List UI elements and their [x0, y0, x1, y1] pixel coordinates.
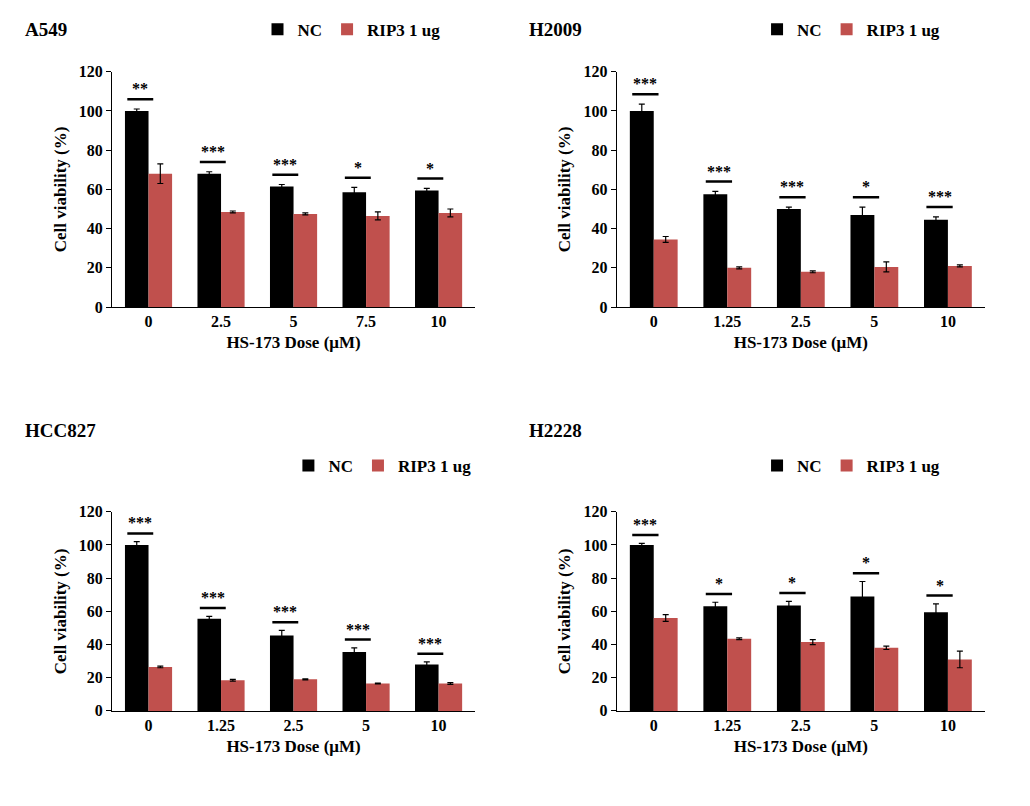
- svg-text:2.5: 2.5: [284, 717, 304, 734]
- svg-text:H2228: H2228: [529, 420, 582, 441]
- svg-text:100: 100: [584, 537, 608, 554]
- svg-text:20: 20: [87, 259, 103, 276]
- svg-text:0: 0: [95, 702, 103, 719]
- svg-text:NC: NC: [298, 21, 323, 40]
- svg-text:***: ***: [633, 75, 657, 92]
- svg-text:10: 10: [431, 717, 447, 734]
- svg-text:60: 60: [87, 181, 103, 198]
- svg-text:1.25: 1.25: [207, 717, 235, 734]
- svg-text:***: ***: [201, 143, 225, 160]
- svg-text:20: 20: [592, 669, 608, 686]
- svg-text:*: *: [715, 575, 723, 592]
- svg-text:20: 20: [592, 259, 608, 276]
- svg-text:5: 5: [870, 313, 878, 330]
- svg-text:HS-173 Dose (μM): HS-173 Dose (μM): [734, 737, 868, 756]
- svg-text:0: 0: [145, 313, 153, 330]
- svg-text:2.5: 2.5: [791, 717, 811, 734]
- svg-text:2.5: 2.5: [211, 313, 231, 330]
- svg-text:*: *: [788, 574, 796, 591]
- svg-text:60: 60: [592, 181, 608, 198]
- svg-text:0: 0: [650, 717, 658, 734]
- svg-text:H2009: H2009: [529, 19, 582, 40]
- svg-text:*: *: [354, 159, 362, 176]
- svg-text:40: 40: [87, 636, 103, 653]
- svg-text:A549: A549: [25, 19, 67, 40]
- svg-text:Cell viability (%): Cell viability (%): [555, 127, 574, 253]
- svg-text:***: ***: [418, 635, 442, 652]
- svg-text:*: *: [862, 178, 870, 195]
- svg-text:***: ***: [633, 516, 657, 533]
- svg-text:120: 120: [584, 503, 608, 520]
- svg-text:***: ***: [273, 603, 297, 620]
- svg-text:***: ***: [707, 163, 731, 180]
- svg-text:0: 0: [95, 299, 103, 316]
- svg-text:80: 80: [592, 570, 608, 587]
- svg-text:5: 5: [870, 717, 878, 734]
- svg-text:***: ***: [780, 178, 804, 195]
- svg-text:NC: NC: [797, 21, 822, 40]
- svg-text:60: 60: [592, 603, 608, 620]
- svg-text:80: 80: [592, 142, 608, 159]
- svg-text:HS-173 Dose (μM): HS-173 Dose (μM): [226, 333, 360, 352]
- svg-text:***: ***: [346, 621, 370, 638]
- svg-text:Cell viability (%): Cell viability (%): [51, 549, 70, 675]
- svg-text:**: **: [132, 80, 148, 97]
- svg-text:1.25: 1.25: [713, 717, 741, 734]
- svg-text:*: *: [426, 160, 434, 177]
- svg-text:HS-173 Dose (μM): HS-173 Dose (μM): [734, 333, 868, 352]
- svg-text:100: 100: [79, 103, 103, 120]
- svg-text:40: 40: [592, 636, 608, 653]
- svg-text:0: 0: [650, 313, 658, 330]
- svg-text:10: 10: [431, 313, 447, 330]
- svg-text:120: 120: [79, 503, 103, 520]
- svg-text:0: 0: [145, 717, 153, 734]
- svg-text:*: *: [862, 554, 870, 571]
- svg-text:1.25: 1.25: [713, 313, 741, 330]
- svg-text:20: 20: [87, 669, 103, 686]
- svg-text:RIP3 1 ug: RIP3 1 ug: [367, 21, 440, 40]
- svg-text:RIP3 1 ug: RIP3 1 ug: [398, 457, 471, 476]
- svg-text:100: 100: [584, 103, 608, 120]
- svg-text:120: 120: [79, 63, 103, 80]
- svg-text:0: 0: [600, 299, 608, 316]
- svg-text:NC: NC: [797, 457, 822, 476]
- svg-text:80: 80: [87, 570, 103, 587]
- svg-text:10: 10: [940, 313, 956, 330]
- svg-text:10: 10: [940, 717, 956, 734]
- svg-text:2.5: 2.5: [791, 313, 811, 330]
- svg-text:***: ***: [273, 156, 297, 173]
- svg-text:HCC827: HCC827: [25, 420, 96, 441]
- svg-text:NC: NC: [328, 457, 353, 476]
- svg-text:***: ***: [928, 188, 952, 205]
- svg-text:RIP3 1 ug: RIP3 1 ug: [867, 457, 940, 476]
- svg-text:***: ***: [128, 514, 152, 531]
- svg-text:80: 80: [87, 142, 103, 159]
- svg-text:40: 40: [592, 220, 608, 237]
- svg-text:RIP3 1 ug: RIP3 1 ug: [867, 21, 940, 40]
- svg-text:HS-173 Dose (μM): HS-173 Dose (μM): [226, 737, 360, 756]
- svg-text:5: 5: [290, 313, 298, 330]
- svg-text:7.5: 7.5: [356, 313, 376, 330]
- svg-text:100: 100: [79, 537, 103, 554]
- svg-text:5: 5: [362, 717, 370, 734]
- svg-text:60: 60: [87, 603, 103, 620]
- svg-text:***: ***: [201, 589, 225, 606]
- svg-text:120: 120: [584, 63, 608, 80]
- svg-text:Cell viability (%): Cell viability (%): [555, 549, 574, 675]
- svg-text:Cell viability (%): Cell viability (%): [51, 127, 70, 253]
- svg-text:*: *: [936, 577, 944, 594]
- svg-text:40: 40: [87, 220, 103, 237]
- svg-text:0: 0: [600, 702, 608, 719]
